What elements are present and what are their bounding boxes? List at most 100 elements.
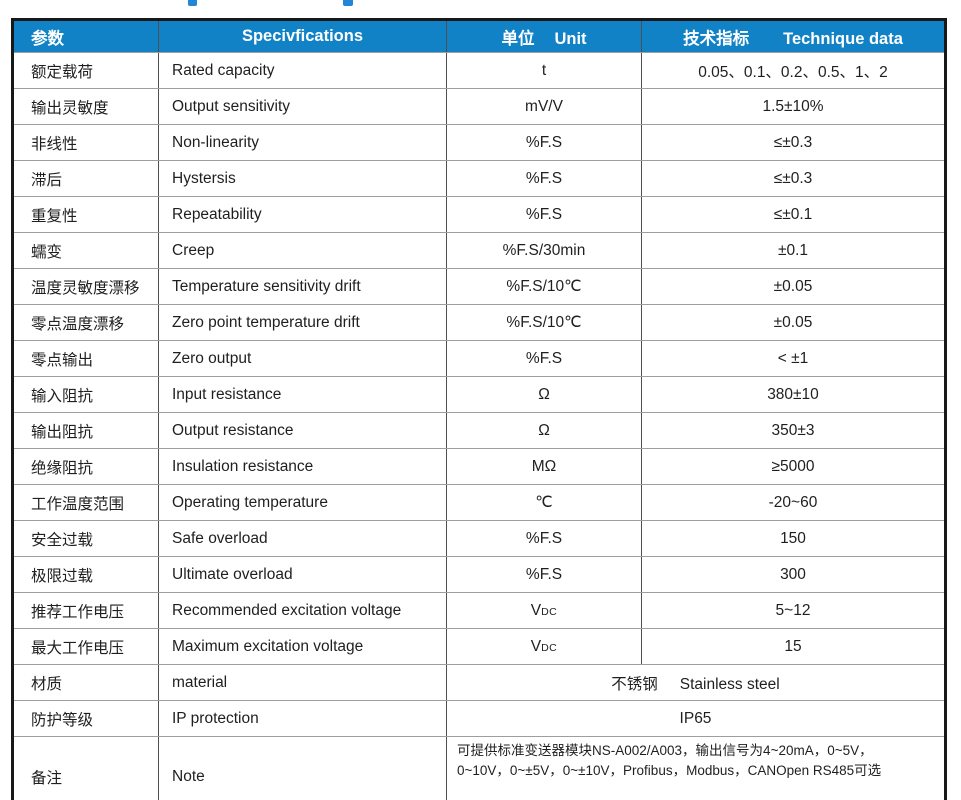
merged-value-en: Stainless steel	[679, 675, 780, 693]
unit-cell: t	[446, 52, 642, 89]
param-cell: 蠕变	[12, 232, 159, 269]
specifications-table: 参数 Specivfications 单位 Unit 技术指标 Technique …	[11, 18, 947, 800]
param-cell: 温度灵敏度漂移	[12, 268, 159, 305]
value-cell: 150	[641, 520, 946, 557]
value-cell: 300	[641, 556, 946, 593]
clipped-title-descender-icon	[343, 0, 353, 6]
value-cell: < ±1	[641, 340, 946, 377]
unit-cell: %F.S	[446, 196, 642, 233]
table-header: 参数 Specivfications 单位 Unit 技术指标 Technique …	[12, 19, 946, 53]
value-cell: 0.05、0.1、0.2、0.5、1、2	[641, 52, 946, 89]
unit-cell: ℃	[446, 484, 642, 521]
param-cell: 重复性	[12, 196, 159, 233]
spec-row: 防护等级 IP protection IP65	[12, 700, 946, 737]
spec-cell: Repeatability	[158, 196, 447, 233]
spec-row: 输出阻抗 Output resistance Ω 350±3	[12, 412, 946, 449]
param-cell: 安全过载	[12, 520, 159, 557]
value-cell: ±0.05	[641, 304, 946, 341]
header-data-cn-label: 技术指标	[683, 29, 750, 48]
spec-cell: material	[158, 664, 447, 701]
unit-main: V	[530, 637, 542, 655]
spec-row: 额定载荷 Rated capacity t 0.05、0.1、0.2、0.5、1、2	[12, 52, 946, 89]
spec-row: 非线性 Non-linearity %F.S ≤±0.3	[12, 124, 946, 161]
unit-cell: %F.S	[446, 520, 642, 557]
header-param-label: 参数	[31, 29, 64, 48]
spec-row: 滞后 Hystersis %F.S ≤±0.3	[12, 160, 946, 197]
value-cell: ≤±0.3	[641, 124, 946, 161]
unit-main: %F.S	[525, 169, 563, 187]
unit-main: mV/V	[525, 97, 563, 115]
param-cell: 材质	[12, 664, 159, 701]
header-spec-label: Specivfications	[241, 27, 364, 45]
unit-cell: %F.S	[446, 160, 642, 197]
note-line: 可提供标准变送器模块NS-A002/A003，输出信号为4~20mA，0~5V，	[457, 743, 873, 758]
unit-main: Ω	[538, 421, 550, 439]
unit-cell: mV/V	[446, 88, 642, 125]
param-cell: 防护等级	[12, 700, 159, 737]
unit-cell: %F.S	[446, 340, 642, 377]
header-data-en-label: Technique data	[783, 29, 903, 48]
unit-cell: Ω	[446, 412, 642, 449]
spec-row: 蠕变 Creep %F.S/30min ±0.1	[12, 232, 946, 269]
spec-cell: Insulation resistance	[158, 448, 447, 485]
unit-main: %F.S	[525, 349, 563, 367]
param-cell: 绝缘阻抗	[12, 448, 159, 485]
unit-cell: Ω	[446, 376, 642, 413]
spec-cell: Recommended excitation voltage	[158, 592, 447, 629]
value-cell: 1.5±10%	[641, 88, 946, 125]
spec-cell: Note	[158, 736, 447, 800]
unit-main: Ω	[538, 385, 550, 403]
param-cell: 额定载荷	[12, 52, 159, 89]
spec-cell: Safe overload	[158, 520, 447, 557]
spec-row: 工作温度范围 Operating temperature ℃ -20~60	[12, 484, 946, 521]
clipped-title-descender-icon	[188, 0, 197, 6]
spec-row: 输出灵敏度 Output sensitivity mV/V 1.5±10%	[12, 88, 946, 125]
header-technique-data: 技术指标 Technique data	[641, 19, 946, 53]
merged-value-cell: 不锈钢 Stainless steel	[446, 664, 946, 701]
unit-main: V	[530, 601, 542, 619]
unit-cell: %F.S/10℃	[446, 268, 642, 305]
spec-row: 绝缘阻抗 Insulation resistance MΩ ≥5000	[12, 448, 946, 485]
spec-cell: Creep	[158, 232, 447, 269]
value-cell: 350±3	[641, 412, 946, 449]
unit-main: MΩ	[531, 457, 557, 475]
param-cell: 滞后	[12, 160, 159, 197]
header-unit-cn-label: 单位	[501, 29, 535, 48]
value-cell: ≤±0.1	[641, 196, 946, 233]
spec-cell: Temperature sensitivity drift	[158, 268, 447, 305]
param-cell: 备注	[12, 736, 159, 800]
spec-cell: Input resistance	[158, 376, 447, 413]
value-cell: 5~12	[641, 592, 946, 629]
spec-cell: Rated capacity	[158, 52, 447, 89]
value-cell: ±0.1	[641, 232, 946, 269]
value-cell: ±0.05	[641, 268, 946, 305]
unit-main: %F.S	[525, 565, 563, 583]
spec-row: 输入阻抗 Input resistance Ω 380±10	[12, 376, 946, 413]
param-cell: 输入阻抗	[12, 376, 159, 413]
unit-main: %F.S	[525, 205, 563, 223]
spec-row: 材质 material 不锈钢 Stainless steel	[12, 664, 946, 701]
unit-main: %F.S/10℃	[506, 278, 582, 295]
spec-cell: Zero point temperature drift	[158, 304, 447, 341]
param-cell: 极限过载	[12, 556, 159, 593]
spec-cell: Hystersis	[158, 160, 447, 197]
spec-cell: Zero output	[158, 340, 447, 377]
unit-cell: %F.S/30min	[446, 232, 642, 269]
param-cell: 零点输出	[12, 340, 159, 377]
spec-cell: Operating temperature	[158, 484, 447, 521]
spec-row: 温度灵敏度漂移 Temperature sensitivity drift %F.S…	[12, 268, 946, 305]
param-cell: 输出灵敏度	[12, 88, 159, 125]
unit-cell: %F.S	[446, 556, 642, 593]
unit-main: %F.S	[525, 133, 563, 151]
param-cell: 最大工作电压	[12, 628, 159, 665]
spec-row: 推荐工作电压 Recommended excitation voltage VDC 5…	[12, 592, 946, 629]
unit-cell: VDC	[446, 628, 642, 665]
value-cell: 380±10	[641, 376, 946, 413]
unit-main: %F.S/30min	[502, 241, 586, 259]
note-line: 0~10V，0~±5V，0~±10V，Profibus，Modbus，CANOp…	[457, 763, 882, 779]
spec-row: 安全过载 Safe overload %F.S 150	[12, 520, 946, 557]
spec-row: 极限过载 Ultimate overload %F.S 300	[12, 556, 946, 593]
unit-main: %F.S/10℃	[506, 314, 582, 331]
unit-subscript: DC	[541, 641, 558, 654]
